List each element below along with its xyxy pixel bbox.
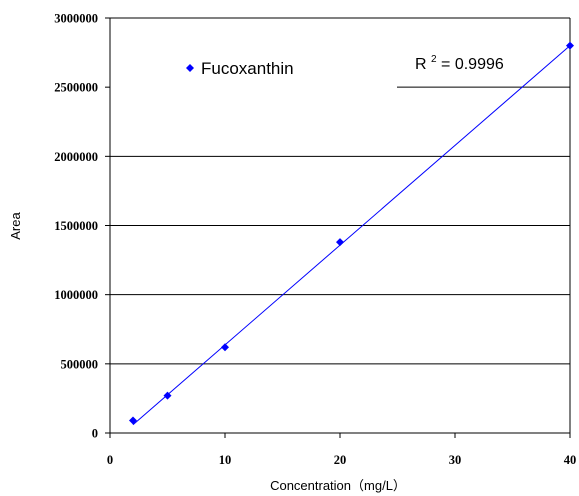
tick-labels: 0 500000 1000000 1500000 2000000 2500000 30000…: [54, 12, 576, 468]
data-point: [129, 416, 137, 425]
y-tick-label: 1000000: [54, 288, 98, 302]
x-tick-label: 0: [107, 453, 113, 467]
grid-lines: [110, 86, 570, 365]
x-axis-label: Concentration（mg/L）: [270, 478, 406, 493]
data-points: [129, 41, 574, 425]
trendline: [132, 45, 571, 426]
legend: Fucoxanthin: [186, 59, 294, 78]
y-tick-label: 2000000: [54, 150, 98, 164]
r-squared-value: = 0.9996: [441, 56, 504, 73]
r-squared-base: R: [415, 56, 427, 73]
data-point: [163, 391, 172, 400]
legend-marker-fucoxanthin: [186, 64, 194, 72]
x-tick-label: 10: [219, 453, 232, 467]
y-tick-label: 3000000: [54, 12, 98, 26]
legend-entry-fucoxanthin: Fucoxanthin: [201, 59, 294, 78]
y-axis-label: Area: [8, 212, 23, 240]
y-tick-label: 500000: [61, 357, 99, 371]
data-point: [221, 343, 229, 352]
r-squared-superscript: 2: [431, 54, 437, 65]
y-tick-label: 1500000: [54, 219, 98, 233]
y-tick-label: 0: [92, 427, 98, 441]
r-squared-annotation: R 2 = 0.9996: [415, 49, 504, 73]
trendline-layer: [132, 45, 571, 426]
axes: [105, 17, 571, 438]
x-tick-label: 40: [564, 453, 577, 467]
x-tick-label: 20: [334, 453, 347, 467]
y-tick-label: 2500000: [54, 81, 98, 95]
data-point: [566, 41, 574, 50]
x-tick-label: 30: [449, 453, 462, 467]
data-point: [336, 238, 344, 247]
